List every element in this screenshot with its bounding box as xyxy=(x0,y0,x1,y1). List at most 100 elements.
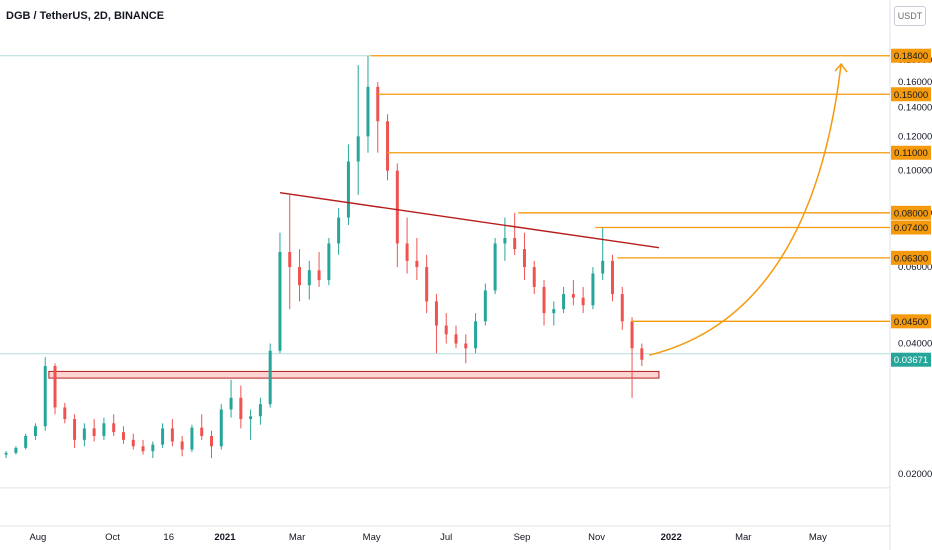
candle-body xyxy=(571,294,575,298)
y-tick-label: 0.16000 xyxy=(898,77,932,88)
support-zone xyxy=(48,370,660,379)
price-level-label: 0.18400 xyxy=(894,51,928,62)
candle-body xyxy=(444,325,448,335)
price-level-tag xyxy=(891,145,931,160)
candle-body xyxy=(112,423,116,433)
candle-body xyxy=(474,321,478,349)
candle-body xyxy=(24,435,28,448)
candle-body xyxy=(522,249,526,268)
candle-body xyxy=(503,237,507,244)
chart-title: DGB / TetherUS, 2D, BINANCE xyxy=(6,10,165,22)
price-level-tag xyxy=(891,314,931,329)
x-tick-label: Sep xyxy=(514,532,531,543)
currency-button[interactable]: USDT xyxy=(894,6,926,26)
y-tick-label: 0.12000 xyxy=(898,131,932,142)
x-tick-label: Mar xyxy=(735,532,751,543)
price-level-tag xyxy=(891,205,931,220)
y-tick-label: 0.06000 xyxy=(898,262,932,273)
candle-body xyxy=(630,321,634,349)
y-tick-label: 0.14000 xyxy=(898,102,932,113)
candle-body xyxy=(73,419,77,440)
candle-body xyxy=(151,444,155,452)
candle-body xyxy=(239,397,243,420)
candle-body xyxy=(219,409,223,447)
candle-body xyxy=(14,447,18,453)
price-level-label: 0.06300 xyxy=(894,253,928,264)
price-level-label: 0.11000 xyxy=(894,148,928,159)
price-level-label: 0.07400 xyxy=(894,223,928,234)
candle-body xyxy=(4,452,8,455)
x-tick-label: 2022 xyxy=(661,532,682,543)
candle-body xyxy=(356,136,360,162)
candle-body xyxy=(562,294,566,310)
candle-body xyxy=(346,161,350,218)
candle-body xyxy=(366,86,370,137)
price-level-label: 0.04500 xyxy=(894,317,928,328)
candle-body xyxy=(209,435,213,447)
candle-body xyxy=(82,428,86,440)
grid xyxy=(0,0,891,550)
x-tick-label: Aug xyxy=(29,532,46,543)
candle-body xyxy=(532,267,536,287)
projection-arrow-head xyxy=(834,62,848,73)
descending-trendline xyxy=(279,192,660,249)
trendline-layer xyxy=(279,192,660,249)
x-tick-label: May xyxy=(809,532,827,543)
x-tick-label: Nov xyxy=(588,532,605,543)
candle-body xyxy=(53,366,57,408)
y-tick-label: 0.02000 xyxy=(898,469,932,480)
x-axis: Aug Oct 16 2021 Mar May Jul Sep Nov 2022 Mar May xyxy=(29,532,827,543)
candle-body xyxy=(288,251,292,268)
candle-body xyxy=(620,294,624,322)
last-price-tag xyxy=(891,352,931,367)
x-tick-label: 2021 xyxy=(214,532,236,543)
candle-body xyxy=(552,309,556,314)
candle-body xyxy=(581,297,585,306)
candle-body xyxy=(92,428,96,436)
candle-body xyxy=(327,243,331,281)
x-tick-label: Jul xyxy=(440,532,452,543)
y-tick-label: 0.04000 xyxy=(898,339,932,350)
candle-body xyxy=(591,273,595,306)
candle-body xyxy=(454,334,458,344)
price-level-tag xyxy=(891,250,931,265)
price-level-tag xyxy=(891,87,931,102)
projection-arrow xyxy=(648,64,842,356)
projection-layer xyxy=(648,62,848,356)
candle-body xyxy=(33,426,37,436)
candle-body xyxy=(434,301,438,326)
last-price-label: 0.03671 xyxy=(894,355,928,366)
candle-body xyxy=(190,427,194,450)
price-levels xyxy=(370,55,890,322)
candle-body xyxy=(200,427,204,436)
y-tick-label: 0.10000 xyxy=(898,166,932,177)
price-level-label: 0.15000 xyxy=(894,90,928,101)
price-level-tag xyxy=(891,220,931,235)
candle-body xyxy=(268,350,272,405)
candle-body xyxy=(610,260,614,295)
price-labels: 0.18400 0.15000 0.11000 0.08000 0.07400 0.063… xyxy=(891,48,931,367)
candle-body xyxy=(249,416,253,420)
candle-body xyxy=(425,267,429,302)
y-axis: 0.180000.160000.140000.120000.100000.080… xyxy=(898,55,932,480)
x-tick-label: 16 xyxy=(163,532,174,543)
candle-body xyxy=(386,121,390,171)
support-zone-rect xyxy=(48,370,660,379)
x-tick-label: Oct xyxy=(105,532,120,543)
candle-body xyxy=(307,270,311,286)
candle-body xyxy=(337,217,341,244)
candle-body xyxy=(298,267,302,286)
candle-body xyxy=(464,343,468,349)
candle-body xyxy=(542,286,546,314)
candle-body xyxy=(102,423,106,436)
candle-body xyxy=(131,439,135,447)
candle-body xyxy=(513,237,517,250)
candle-body xyxy=(415,260,419,268)
candle-body xyxy=(376,86,380,122)
candle-body xyxy=(63,407,67,420)
candles xyxy=(4,55,644,458)
candle-body xyxy=(601,260,605,274)
x-tick-label: Mar xyxy=(289,532,305,543)
candle-body xyxy=(395,170,399,244)
